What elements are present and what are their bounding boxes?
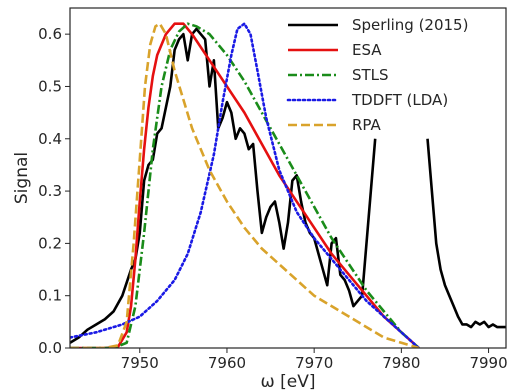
legend-label-esa: ESA (352, 41, 382, 59)
y-tick-label: 0.1 (38, 287, 62, 305)
y-tick-label: 0.2 (38, 234, 62, 252)
x-axis-label: ω [eV] (261, 372, 316, 392)
series-line-stls (70, 22, 420, 348)
y-tick-label: 0.4 (38, 130, 62, 148)
x-tick-label: 7950 (121, 354, 159, 372)
y-axis-label: Signal (12, 152, 32, 204)
legend-label-rpa: RPA (352, 116, 382, 134)
series-line-sperling-2015 (70, 27, 506, 344)
series-line-esa (70, 22, 420, 348)
plot-frame (69, 7, 507, 349)
y-tick-label: 0.5 (38, 77, 62, 95)
legend-label-sperling-2015: Sperling (2015) (352, 16, 468, 34)
series-layer (70, 22, 506, 348)
x-tick-label: 7990 (469, 354, 507, 372)
y-tick-label: 0.0 (38, 339, 62, 357)
x-axis-ticks: 7950 7960 7970 7980 7990 (121, 348, 508, 372)
x-tick-label: 7980 (382, 354, 420, 372)
legend-label-stls: STLS (352, 66, 389, 84)
y-axis-ticks: 0.0 0.1 0.2 0.3 0.4 0.5 0.6 (38, 25, 70, 357)
series-line-tddft-lda (70, 22, 421, 348)
y-tick-label: 0.6 (38, 25, 62, 43)
y-tick-label: 0.3 (38, 182, 62, 200)
legend-label-tddft-lda: TDDFT (LDA) (351, 91, 448, 109)
legend: Sperling (2015) ESA STLS TDDFT (LDA) RPA (286, 16, 468, 134)
x-tick-label: 7970 (295, 354, 333, 372)
series-line-rpa (70, 22, 420, 348)
x-tick-label: 7960 (208, 354, 246, 372)
